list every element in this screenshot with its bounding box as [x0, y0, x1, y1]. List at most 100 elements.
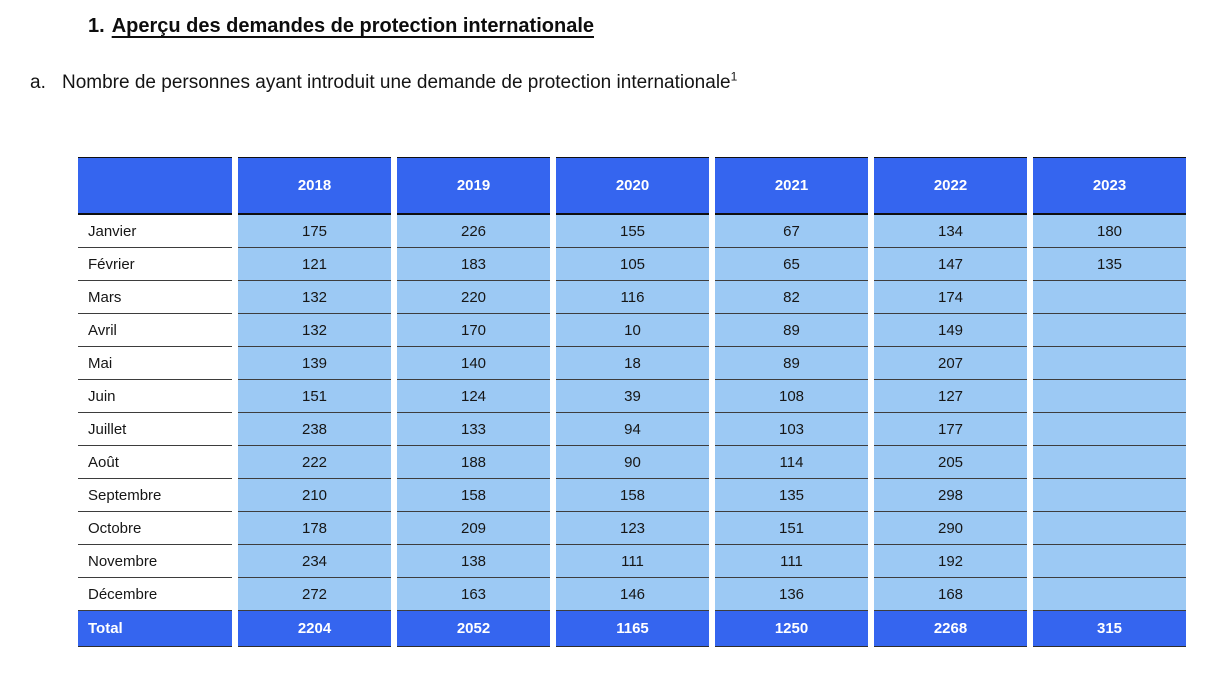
value-cell [1033, 545, 1186, 578]
monthly-applications-table: 2018 2019 2020 2021 2022 2023 Janvier 175… [78, 157, 1186, 647]
value-cell: 103 [715, 413, 868, 446]
total-value-cell: 2204 [238, 611, 391, 647]
value-cell: 210 [238, 479, 391, 512]
value-cell [1033, 413, 1186, 446]
value-cell: 82 [715, 281, 868, 314]
value-cell: 234 [238, 545, 391, 578]
value-cell: 90 [556, 446, 709, 479]
value-cell: 139 [238, 347, 391, 380]
value-cell: 133 [397, 413, 550, 446]
month-cell: Mars [78, 281, 232, 314]
value-cell: 220 [397, 281, 550, 314]
value-cell: 209 [397, 512, 550, 545]
value-cell: 140 [397, 347, 550, 380]
list-item-letter: a. [30, 72, 46, 93]
value-cell [1033, 281, 1186, 314]
value-cell: 111 [715, 545, 868, 578]
value-cell: 10 [556, 314, 709, 347]
value-cell: 94 [556, 413, 709, 446]
section-heading-text: Aperçu des demandes de protection intern… [111, 15, 595, 37]
value-cell: 65 [715, 248, 868, 281]
year-header-2019: 2019 [397, 157, 550, 215]
value-cell: 155 [556, 215, 709, 248]
month-cell: Octobre [78, 512, 232, 545]
value-cell: 147 [874, 248, 1027, 281]
table-corner-cell [78, 157, 232, 215]
value-cell: 174 [874, 281, 1027, 314]
value-cell: 105 [556, 248, 709, 281]
value-cell: 127 [874, 380, 1027, 413]
total-value-cell: 315 [1033, 611, 1186, 647]
total-value-cell: 2268 [874, 611, 1027, 647]
value-cell: 272 [238, 578, 391, 611]
value-cell [1033, 446, 1186, 479]
value-cell: 298 [874, 479, 1027, 512]
value-cell: 134 [874, 215, 1027, 248]
month-cell: Juillet [78, 413, 232, 446]
value-cell: 89 [715, 314, 868, 347]
value-cell: 188 [397, 446, 550, 479]
value-cell: 18 [556, 347, 709, 380]
value-cell: 146 [556, 578, 709, 611]
value-cell: 108 [715, 380, 868, 413]
value-cell: 136 [715, 578, 868, 611]
month-cell: Août [78, 446, 232, 479]
list-item-text: Nombre de personnes ayant introduit une … [62, 69, 738, 94]
value-cell: 151 [715, 512, 868, 545]
total-value-cell: 2052 [397, 611, 550, 647]
value-cell: 135 [715, 479, 868, 512]
year-header-2018: 2018 [238, 157, 391, 215]
month-cell: Juin [78, 380, 232, 413]
footnote-reference: 1 [730, 69, 738, 84]
value-cell: 114 [715, 446, 868, 479]
value-cell [1033, 578, 1186, 611]
value-cell: 39 [556, 380, 709, 413]
year-header-2020: 2020 [556, 157, 709, 215]
value-cell: 183 [397, 248, 550, 281]
value-cell: 175 [238, 215, 391, 248]
value-cell [1033, 380, 1186, 413]
value-cell [1033, 512, 1186, 545]
value-cell: 180 [1033, 215, 1186, 248]
value-cell: 124 [397, 380, 550, 413]
total-value-cell: 1165 [556, 611, 709, 647]
total-label-cell: Total [78, 611, 232, 647]
value-cell: 158 [397, 479, 550, 512]
value-cell: 170 [397, 314, 550, 347]
value-cell: 89 [715, 347, 868, 380]
value-cell: 135 [1033, 248, 1186, 281]
value-cell: 111 [556, 545, 709, 578]
value-cell: 132 [238, 314, 391, 347]
value-cell: 222 [238, 446, 391, 479]
month-cell: Septembre [78, 479, 232, 512]
value-cell: 290 [874, 512, 1027, 545]
list-item-text-body: Nombre de personnes ayant introduit une … [62, 72, 731, 93]
month-cell: Avril [78, 314, 232, 347]
value-cell [1033, 479, 1186, 512]
year-header-2022: 2022 [874, 157, 1027, 215]
value-cell: 151 [238, 380, 391, 413]
value-cell: 177 [874, 413, 1027, 446]
value-cell: 121 [238, 248, 391, 281]
value-cell: 67 [715, 215, 868, 248]
total-value-cell: 1250 [715, 611, 868, 647]
value-cell: 178 [238, 512, 391, 545]
month-cell: Décembre [78, 578, 232, 611]
value-cell: 116 [556, 281, 709, 314]
value-cell [1033, 314, 1186, 347]
value-cell: 226 [397, 215, 550, 248]
list-item-a: a. Nombre de personnes ayant introduit u… [30, 69, 738, 94]
section-heading: 1. Aperçu des demandes de protection inte… [88, 15, 594, 38]
value-cell: 163 [397, 578, 550, 611]
value-cell: 207 [874, 347, 1027, 380]
value-cell: 192 [874, 545, 1027, 578]
value-cell: 138 [397, 545, 550, 578]
month-cell: Novembre [78, 545, 232, 578]
value-cell: 238 [238, 413, 391, 446]
month-cell: Février [78, 248, 232, 281]
value-cell: 168 [874, 578, 1027, 611]
value-cell: 158 [556, 479, 709, 512]
section-heading-number: 1. [88, 15, 105, 37]
year-header-2023: 2023 [1033, 157, 1186, 215]
month-cell: Mai [78, 347, 232, 380]
